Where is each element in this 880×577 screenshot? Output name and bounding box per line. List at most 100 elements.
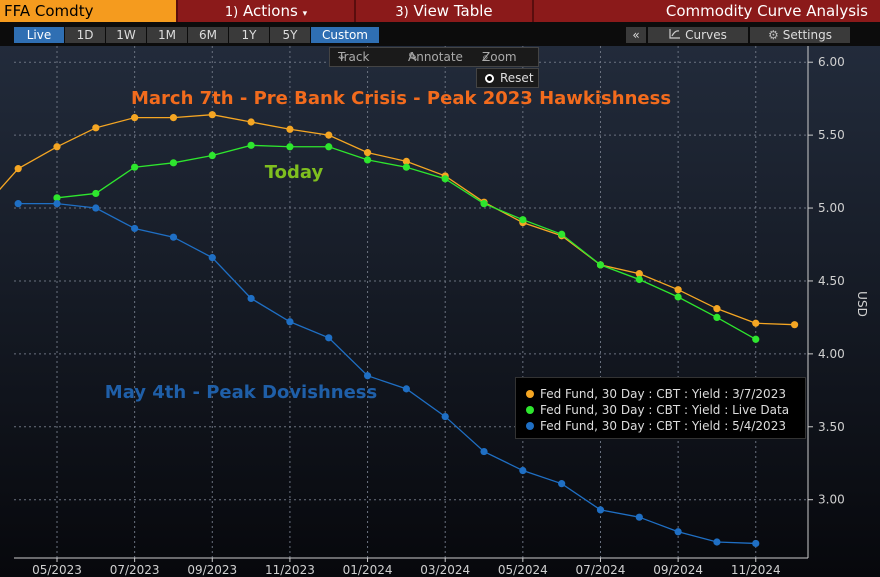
data-point[interactable] (92, 124, 100, 132)
period-1y[interactable]: 1Y (229, 27, 269, 43)
x-tick-label: 03/2024 (420, 563, 470, 577)
data-point[interactable] (558, 230, 566, 238)
data-point[interactable] (131, 224, 139, 233)
data-point[interactable] (596, 506, 605, 514)
period-1d[interactable]: 1D (65, 27, 105, 43)
data-point[interactable] (713, 313, 721, 322)
data-point[interactable] (480, 447, 488, 456)
data-point[interactable] (247, 118, 255, 126)
data-point[interactable] (325, 131, 333, 139)
data-point[interactable] (596, 261, 605, 269)
data-point[interactable] (363, 156, 372, 164)
data-point[interactable] (402, 385, 410, 393)
track-label: Track (338, 50, 370, 64)
period-5y[interactable]: 5Y (270, 27, 310, 43)
legend-entry-live[interactable]: Fed Fund, 30 Day : CBT : Yield : Live Da… (526, 402, 789, 418)
data-point[interactable] (790, 321, 799, 329)
data-point[interactable] (247, 141, 255, 149)
x-tick-label: 09/2024 (653, 563, 703, 577)
data-point[interactable] (441, 412, 449, 421)
data-point[interactable] (169, 233, 178, 241)
data-point[interactable] (92, 204, 100, 212)
data-point[interactable] (131, 114, 139, 122)
data-point[interactable] (286, 125, 294, 133)
data-point[interactable] (363, 149, 372, 157)
crosshair-icon: ⌖ (338, 50, 345, 64)
data-point[interactable] (480, 200, 488, 208)
chart-panel[interactable]: 3.00 3.50 4.00 4.50 5.00 5.50 6.00 05/2023 07/20… (0, 46, 880, 577)
data-point[interactable] (674, 528, 682, 536)
actions-menu-number: 1) (224, 5, 239, 20)
annotate-label: Annotate (408, 50, 463, 64)
data-point[interactable] (286, 143, 294, 151)
data-point[interactable] (519, 466, 527, 475)
data-point[interactable] (92, 189, 100, 198)
axes: 3.00 3.50 4.00 4.50 5.00 5.50 6.00 05/2023 07/20… (14, 46, 869, 577)
period-1w[interactable]: 1W (106, 27, 146, 43)
legend-marker (526, 422, 534, 430)
data-point[interactable] (169, 114, 178, 122)
data-point[interactable] (208, 151, 216, 160)
annotation-label: Today (265, 162, 324, 183)
app-title: Commodity Curve Analysis (532, 0, 880, 22)
annotation-label: May 4th - Peak Dovishness (105, 382, 377, 403)
legend-entry-march[interactable]: Fed Fund, 30 Day : CBT : Yield : 3/7/202… (526, 386, 786, 402)
data-point[interactable] (713, 538, 721, 546)
data-point[interactable] (247, 294, 255, 303)
actions-menu-button[interactable]: 1) Actions ▾ (176, 0, 354, 22)
data-point[interactable] (441, 175, 449, 183)
y-tick-label: 4.00 (818, 347, 845, 361)
view-table-button[interactable]: 3) View Table (354, 0, 532, 22)
settings-label: Settings (782, 28, 832, 42)
data-point[interactable] (53, 200, 61, 208)
data-point[interactable] (519, 216, 527, 224)
collapse-button[interactable]: « (626, 27, 646, 43)
data-point[interactable] (286, 318, 294, 326)
period-1m[interactable]: 1M (147, 27, 187, 43)
data-point[interactable] (53, 143, 61, 151)
y-axis-label: USD (855, 291, 869, 317)
data-point[interactable] (752, 319, 760, 327)
chart-tools: ⌖ Track ✎ Annotate ⌕ Zoom (329, 47, 539, 67)
data-point[interactable] (635, 275, 643, 284)
command-bar: FFA Comdty 1) Actions ▾ 3) View Table Co… (0, 0, 880, 22)
reset-button[interactable]: Reset (476, 68, 539, 88)
curves-button[interactable]: Curves (648, 27, 748, 43)
data-point[interactable] (14, 200, 22, 208)
data-point[interactable] (674, 286, 682, 294)
data-point[interactable] (752, 335, 760, 343)
series-line-2 (18, 203, 756, 545)
data-point[interactable] (713, 305, 721, 313)
ticker-field[interactable]: FFA Comdty (0, 0, 176, 22)
data-point[interactable] (402, 163, 410, 171)
series-line-0 (0, 114, 795, 326)
period-custom[interactable]: Custom (311, 27, 379, 43)
curve-chart[interactable]: 3.00 3.50 4.00 4.50 5.00 5.50 6.00 05/2023 07/20… (0, 46, 880, 577)
period-live[interactable]: Live (14, 27, 64, 43)
data-point[interactable] (674, 293, 682, 301)
data-point[interactable] (635, 513, 643, 521)
data-point[interactable] (558, 480, 566, 488)
data-point[interactable] (208, 254, 216, 262)
data-point[interactable] (325, 334, 333, 342)
period-6m[interactable]: 6M (188, 27, 228, 43)
actions-menu-label: Actions (243, 2, 298, 20)
data-point[interactable] (169, 159, 178, 167)
data-point[interactable] (325, 143, 333, 151)
data-point[interactable] (752, 539, 760, 548)
legend-marker (526, 406, 534, 414)
settings-button[interactable]: ⚙ Settings (750, 27, 850, 43)
x-tick-label: 07/2023 (110, 563, 160, 577)
y-tick-label: 3.50 (818, 420, 845, 434)
legend-entry-may[interactable]: Fed Fund, 30 Day : CBT : Yield : 5/4/202… (526, 418, 786, 434)
annotate-icon: ✎ (408, 50, 419, 64)
legend-label: Fed Fund, 30 Day : CBT : Yield : 3/7/202… (540, 387, 786, 401)
reset-label: Reset (500, 71, 534, 85)
data-point[interactable] (208, 111, 216, 119)
data-point[interactable] (363, 372, 372, 380)
data-point[interactable] (53, 194, 61, 202)
data-point[interactable] (131, 163, 139, 171)
data-point[interactable] (635, 270, 643, 278)
data-point[interactable] (402, 157, 410, 165)
data-point[interactable] (14, 165, 22, 173)
